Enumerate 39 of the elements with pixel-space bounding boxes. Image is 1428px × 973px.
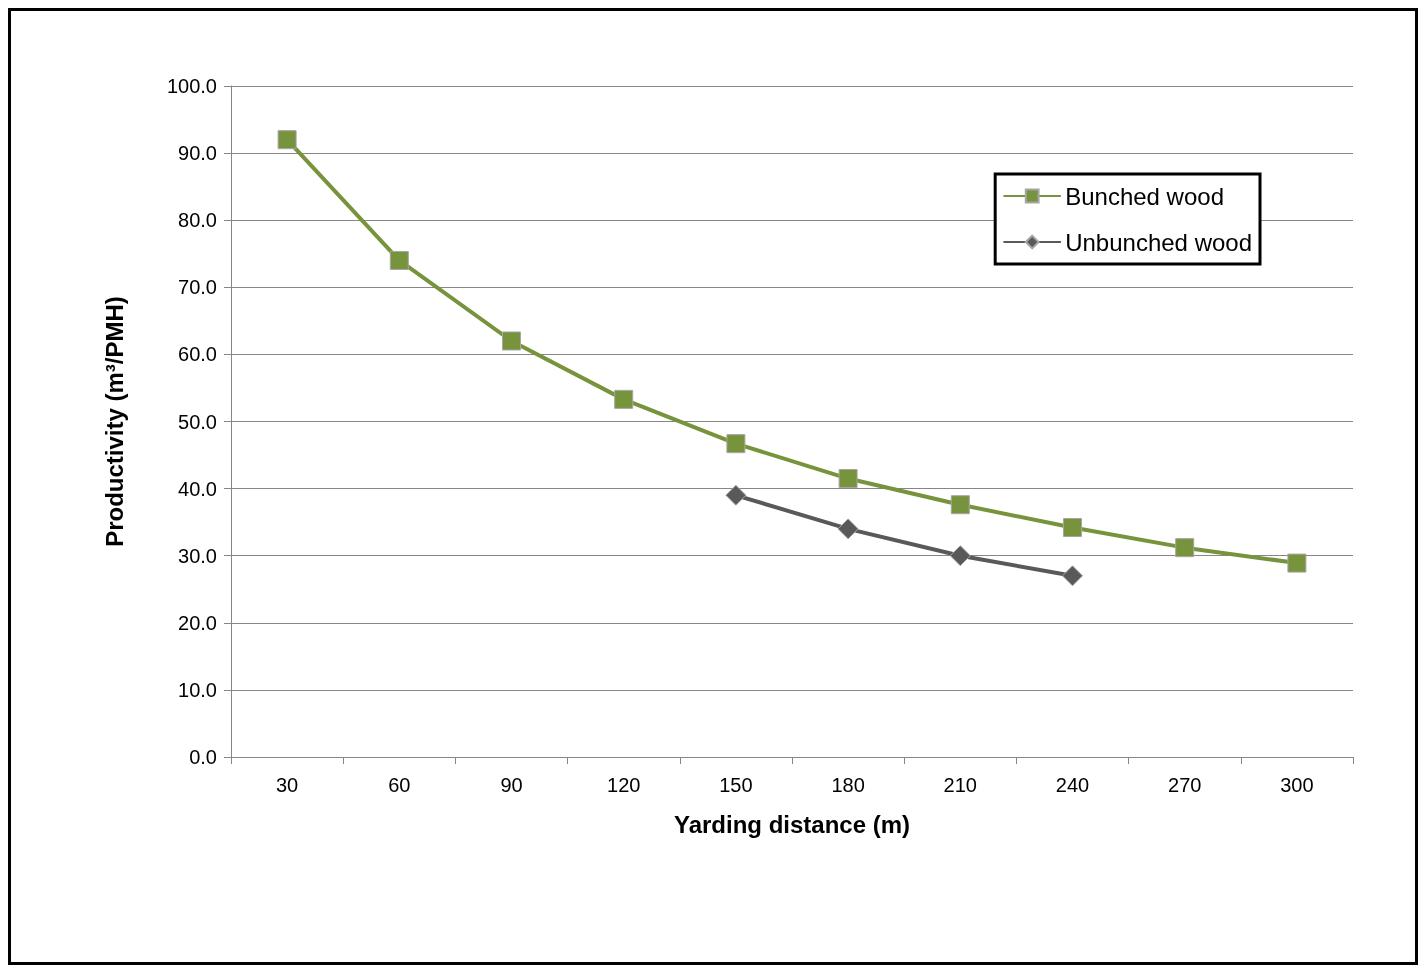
point (1287, 553, 1307, 573)
y-tick-label: 50.0 (178, 410, 217, 433)
x-tick-label: 210 (943, 774, 977, 796)
y-tick-label: 30.0 (178, 544, 217, 567)
point (389, 250, 409, 270)
y-tick-label: 60.0 (178, 343, 217, 366)
point (725, 484, 747, 506)
x-tick-label: 270 (1168, 774, 1202, 796)
point (726, 434, 746, 454)
x-tick-label: 30 (275, 774, 299, 796)
point (614, 389, 634, 409)
y-tick-label: 20.0 (178, 611, 217, 634)
y-axis-title: Productivity (m³/PMH) (100, 296, 128, 547)
y-tick-label: 80.0 (178, 209, 217, 232)
point (1062, 565, 1083, 587)
x-tick-label: 90 (500, 774, 523, 796)
legend-label: Unbunched wood (1065, 228, 1252, 256)
y-tick-label: 70.0 (178, 276, 217, 299)
x-tick-label: 60 (388, 774, 411, 796)
legend-label: Bunched wood (1065, 182, 1224, 210)
y-tick-label: 0.0 (189, 746, 217, 768)
x-tick-label: 300 (1280, 774, 1314, 796)
x-tick-label: 150 (719, 774, 753, 796)
point (950, 495, 970, 515)
y-tick-label: 90.0 (178, 142, 217, 165)
point (502, 331, 521, 351)
x-tick-label: 240 (1055, 774, 1090, 796)
x-axis-title: Yarding distance (m) (673, 810, 911, 838)
point (277, 130, 297, 150)
point (949, 545, 971, 567)
x-tick-label: 120 (607, 774, 641, 796)
point (1175, 538, 1195, 558)
point (838, 469, 858, 489)
y-tick-label: 40.0 (178, 477, 217, 500)
y-tick-label: 10.0 (178, 678, 217, 701)
y-tick-label: 100.0 (166, 75, 217, 97)
point (1063, 518, 1082, 538)
x-tick-label: 180 (831, 774, 865, 796)
point (837, 518, 859, 540)
